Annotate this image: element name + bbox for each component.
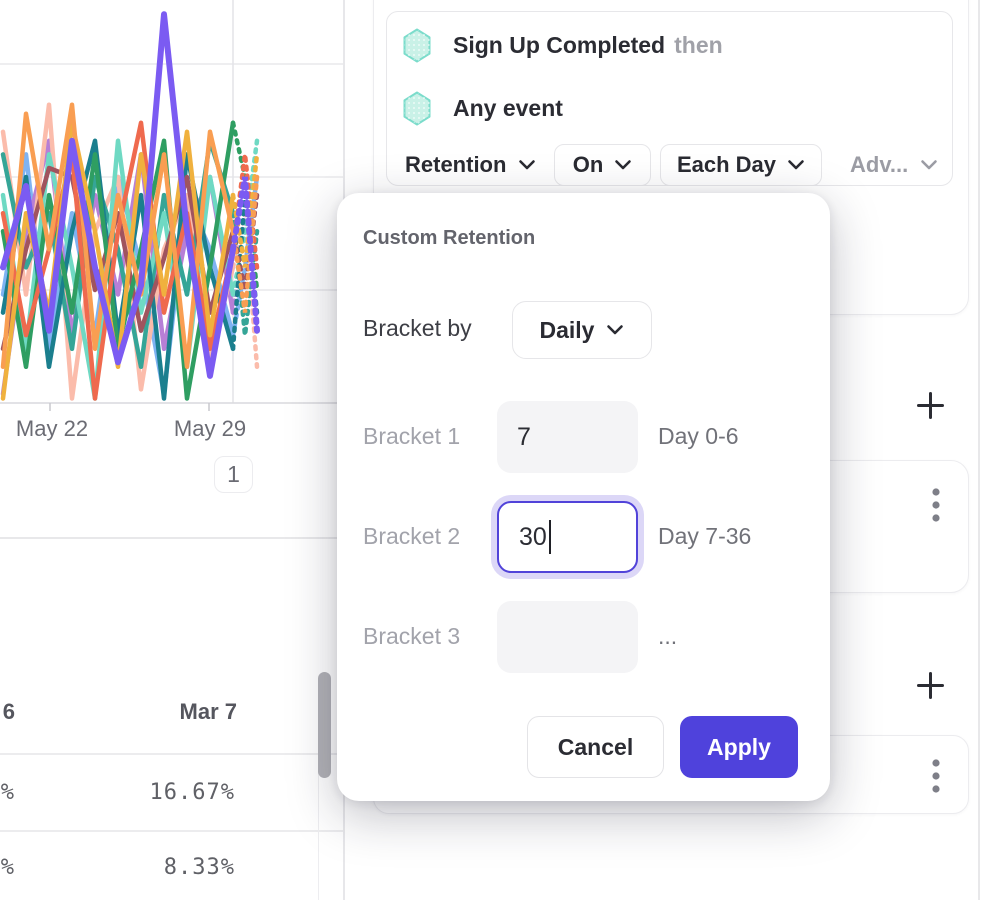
table-border bbox=[0, 753, 343, 755]
plus-icon bbox=[917, 672, 944, 699]
input-value: 7 bbox=[517, 422, 531, 451]
bracket-by-label: Bracket by bbox=[363, 315, 472, 341]
input-value: 30 bbox=[519, 522, 547, 551]
x-axis-label: May 22 bbox=[15, 416, 89, 441]
text-cursor bbox=[548, 520, 551, 554]
bracket-3-input[interactable] bbox=[497, 601, 638, 673]
custom-retention-modal: Custom Retention Bracket by Daily Bracke… bbox=[337, 193, 830, 801]
plus-icon bbox=[917, 392, 944, 419]
table-header-mar-7: Mar 7 bbox=[179, 699, 237, 724]
modal-footer: Cancel Apply bbox=[337, 716, 830, 778]
pagination-page-1[interactable]: 1 bbox=[214, 456, 253, 493]
then-label: then bbox=[674, 31, 723, 58]
add-step-button[interactable] bbox=[916, 391, 945, 420]
chevron-down-icon bbox=[518, 159, 536, 171]
event-hexagon-icon bbox=[403, 91, 431, 125]
event-name: Any event bbox=[453, 94, 563, 121]
retention-chart-panel bbox=[0, 0, 343, 414]
bracket-2-label: Bracket 2 bbox=[363, 523, 461, 549]
dropdown-label: On bbox=[572, 152, 604, 177]
step-controls-row: Retention On Each Day bbox=[387, 143, 954, 186]
bracket-3-label: Bracket 3 bbox=[363, 623, 461, 649]
chevron-down-icon bbox=[787, 159, 805, 171]
bracket-2-input[interactable]: 30 bbox=[497, 501, 638, 573]
table-border bbox=[0, 830, 343, 832]
retention-line-chart bbox=[0, 0, 343, 411]
retention-step-card: Sign Up Completed then Any event Retentio… bbox=[386, 11, 953, 186]
right-edge-divider bbox=[978, 0, 980, 900]
card-menu-button[interactable] bbox=[929, 487, 943, 523]
apply-button[interactable]: Apply bbox=[680, 716, 798, 778]
table-header-truncated: 6 bbox=[2, 699, 15, 724]
advanced-dropdown[interactable]: Adv... bbox=[850, 143, 938, 186]
bracket-row-1: Bracket 1 7 Day 0-6 bbox=[337, 401, 830, 473]
bracket-3-range: ... bbox=[658, 623, 678, 649]
event-row-second[interactable]: Any event bbox=[402, 90, 563, 126]
bracket-row-3: Bracket 3 ... bbox=[337, 601, 830, 673]
dropdown-label: Retention bbox=[405, 151, 507, 177]
chevron-down-icon bbox=[606, 324, 624, 336]
dropdown-label: Each Day bbox=[676, 152, 777, 177]
dropdown-label: Daily bbox=[539, 316, 595, 343]
horizontal-scrollbar-thumb[interactable] bbox=[318, 672, 331, 778]
dropdown-label: Adv... bbox=[850, 151, 909, 177]
table-cell-truncated: % bbox=[0, 780, 15, 805]
bracket-by-dropdown[interactable]: Daily bbox=[512, 301, 652, 359]
chevron-down-icon bbox=[920, 159, 938, 171]
event-hexagon-icon bbox=[403, 28, 431, 62]
kebab-menu-icon bbox=[932, 759, 940, 793]
table-cell: 8.33% bbox=[163, 855, 235, 880]
event-row-first[interactable]: Sign Up Completed then bbox=[402, 27, 723, 63]
add-step-button[interactable] bbox=[916, 671, 945, 700]
table-column-divider bbox=[318, 753, 319, 900]
card-menu-button[interactable] bbox=[929, 758, 943, 794]
table-cell-truncated: % bbox=[0, 855, 15, 880]
bracket-1-input[interactable]: 7 bbox=[497, 401, 638, 473]
bracket-1-range: Day 0-6 bbox=[658, 423, 739, 449]
bracket-2-range: Day 7-36 bbox=[658, 523, 752, 549]
each-day-dropdown[interactable]: Each Day bbox=[660, 144, 822, 186]
x-axis-label: May 29 bbox=[173, 416, 247, 441]
event-name: Sign Up Completed bbox=[453, 31, 666, 58]
bracket-by-row: Bracket by Daily bbox=[337, 301, 830, 359]
bracket-row-2: Bracket 2 30 Day 7-36 bbox=[337, 501, 830, 573]
modal-title: Custom Retention bbox=[363, 227, 536, 249]
table-cell: 16.67% bbox=[149, 780, 235, 805]
on-dropdown[interactable]: On bbox=[554, 144, 651, 186]
panel-divider bbox=[0, 537, 343, 539]
bracket-1-label: Bracket 1 bbox=[363, 423, 461, 449]
chevron-down-icon bbox=[614, 159, 632, 171]
retention-type-dropdown[interactable]: Retention bbox=[405, 143, 536, 186]
cancel-button[interactable]: Cancel bbox=[527, 716, 664, 778]
kebab-menu-icon bbox=[932, 488, 940, 522]
